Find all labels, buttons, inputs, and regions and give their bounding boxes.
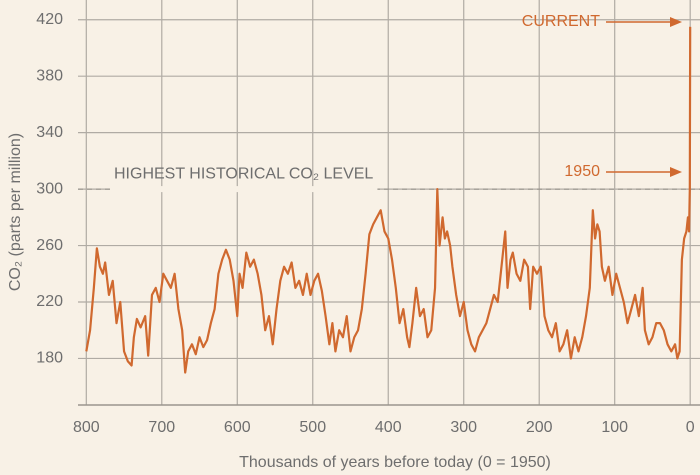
y-tick-label: 180 <box>36 350 63 367</box>
y-tick-label: 420 <box>36 11 63 28</box>
y-tick-label: 260 <box>36 237 63 254</box>
annotation: HIGHEST HISTORICAL CO₂ LEVEL <box>114 165 373 182</box>
y-axis-title: CO₂ (parts per million) <box>7 133 24 291</box>
x-tick-label: 700 <box>148 419 175 436</box>
y-tick-label: 300 <box>36 180 63 197</box>
y-tick-label: 220 <box>36 293 63 310</box>
annotation-bg <box>110 186 378 193</box>
x-tick-label: 500 <box>299 419 326 436</box>
arrow-head <box>670 167 682 177</box>
x-tick-label: 200 <box>526 419 553 436</box>
x-tick-label: 600 <box>224 419 251 436</box>
x-tick-label: 400 <box>375 419 402 436</box>
x-tick-label: 0 <box>686 419 695 436</box>
x-axis-title: Thousands of years before today (0 = 195… <box>239 454 551 471</box>
x-tick-label: 800 <box>73 419 100 436</box>
x-tick-label: 300 <box>450 419 477 436</box>
annotation: 1950 <box>564 163 600 180</box>
annotation: CURRENT <box>522 13 600 30</box>
data-line <box>85 26 692 374</box>
y-tick-label: 340 <box>36 124 63 141</box>
y-tick-label: 380 <box>36 67 63 84</box>
arrow-head <box>670 17 682 27</box>
x-tick-label: 100 <box>601 419 628 436</box>
